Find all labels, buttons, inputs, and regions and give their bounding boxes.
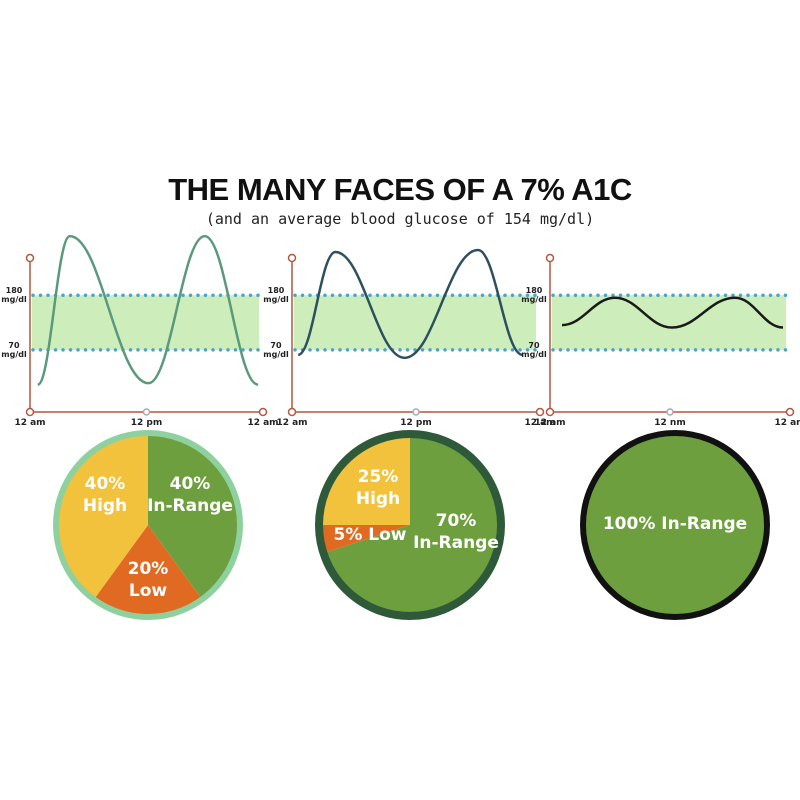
axis-end	[287, 253, 297, 263]
pie-slice	[323, 434, 501, 616]
slice-value-label: 5%	[333, 525, 363, 545]
x-tick-label: 12 pm	[130, 418, 163, 428]
slice-category: In-Range	[147, 496, 233, 516]
pie-slice	[319, 525, 410, 554]
slice-label: 70% In-Range	[413, 510, 499, 554]
y-tick-label: 70 mg/dl	[1, 340, 27, 359]
title: THE MANY FACES OF A 7% A1C	[168, 172, 632, 207]
glucose-curve	[561, 296, 784, 329]
x-tick-label: 12 am	[524, 418, 556, 428]
x-tick-label: 12 am	[774, 418, 800, 428]
y-tick-label: 180 mg/dl	[521, 286, 547, 305]
slice-category: Low	[368, 525, 407, 545]
slice-value-label: 100%	[602, 514, 656, 534]
x-tick-mark	[545, 407, 555, 417]
pie-slice	[583, 433, 767, 617]
x-tick-label: 12 am	[247, 418, 279, 428]
x-tick-mark	[535, 407, 545, 417]
subtitle: (and an average blood glucose of 154 mg/…	[205, 210, 595, 228]
pie-border	[580, 430, 770, 620]
slice-value-label: 20%	[127, 559, 169, 579]
slice-value-label: 70%	[435, 511, 477, 531]
slice-value-label: 40%	[84, 474, 126, 494]
slice-category: In-Range	[661, 514, 748, 534]
pie-slice	[56, 433, 148, 600]
x-tick-mark	[287, 407, 297, 417]
axis-end	[25, 253, 35, 263]
x-tick-label: 12 am	[14, 418, 46, 428]
x-tick-label: 12 pm	[400, 418, 432, 428]
x-tick-label: 12 am	[534, 418, 566, 428]
x-tick-mark	[142, 408, 151, 416]
x-tick-mark	[785, 407, 795, 417]
glucose-curve	[36, 234, 259, 386]
slice-category: High	[355, 489, 401, 509]
slice-value-label: 40%	[169, 474, 211, 494]
slice-label: 40% In-Range	[147, 473, 233, 517]
y-tick-label: 70 mg/dl	[263, 340, 289, 359]
target-range-band	[32, 295, 259, 350]
pie-slice	[319, 434, 410, 525]
glucose-curve	[297, 248, 523, 360]
x-tick-label: 12 am	[276, 418, 308, 428]
target-range-band	[552, 295, 786, 350]
slice-category: High	[82, 496, 128, 516]
pie-border	[315, 430, 505, 620]
slice-label: 40% High	[83, 473, 127, 517]
pie-slice	[148, 433, 240, 600]
y-tick-label: 180 mg/dl	[1, 286, 27, 305]
pie-border	[53, 430, 243, 620]
x-tick-mark	[258, 407, 268, 417]
slice-category: In-Range	[413, 533, 499, 553]
axis-end	[545, 253, 555, 263]
x-tick-label: 12 nm	[654, 418, 686, 428]
slice-value-label: 25%	[357, 467, 399, 487]
target-range-band	[294, 295, 536, 350]
slice-label: 25% High	[356, 466, 400, 510]
y-tick-label: 70 mg/dl	[521, 340, 547, 359]
y-tick-label: 180 mg/dl	[263, 286, 289, 305]
slice-label: 100% In-Range	[603, 513, 747, 535]
x-tick-mark	[666, 408, 674, 416]
x-tick-mark	[25, 407, 35, 417]
slice-label: 5% Low	[333, 524, 406, 546]
slice-label: 20% Low	[128, 558, 169, 602]
pie-slice	[93, 525, 203, 617]
x-tick-mark	[412, 408, 420, 416]
slice-category: Low	[128, 581, 168, 601]
